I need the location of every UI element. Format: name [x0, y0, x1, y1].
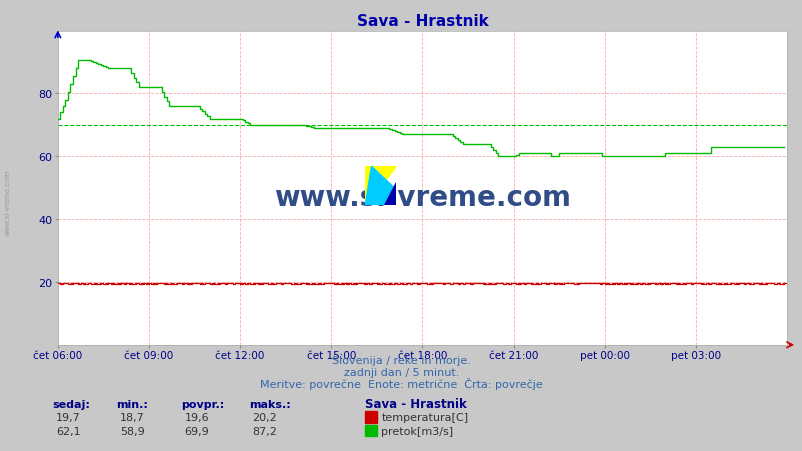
- Text: 58,9: 58,9: [120, 426, 144, 436]
- Text: 18,7: 18,7: [120, 412, 144, 422]
- Text: min.:: min.:: [116, 399, 148, 409]
- Text: Slovenija / reke in morje.: Slovenija / reke in morje.: [332, 355, 470, 365]
- Text: maks.:: maks.:: [249, 399, 290, 409]
- Text: sedaj:: sedaj:: [52, 399, 90, 409]
- Text: 20,2: 20,2: [253, 412, 277, 422]
- Text: 19,7: 19,7: [56, 412, 80, 422]
- Text: temperatura[C]: temperatura[C]: [381, 412, 468, 422]
- Polygon shape: [383, 182, 395, 205]
- Text: povpr.:: povpr.:: [180, 399, 224, 409]
- Text: www.si-vreme.com: www.si-vreme.com: [5, 170, 11, 236]
- Text: 62,1: 62,1: [56, 426, 80, 436]
- Text: pretok[m3/s]: pretok[m3/s]: [381, 426, 453, 436]
- Text: Meritve: povrečne  Enote: metrične  Črta: povrečje: Meritve: povrečne Enote: metrične Črta: …: [260, 377, 542, 389]
- Text: 87,2: 87,2: [253, 426, 277, 436]
- Text: zadnji dan / 5 minut.: zadnji dan / 5 minut.: [343, 367, 459, 377]
- Text: 69,9: 69,9: [184, 426, 209, 436]
- Text: 19,6: 19,6: [184, 412, 209, 422]
- Polygon shape: [365, 167, 395, 205]
- Text: www.si-vreme.com: www.si-vreme.com: [273, 184, 570, 212]
- Text: Sava - Hrastnik: Sava - Hrastnik: [365, 397, 467, 410]
- Polygon shape: [365, 167, 395, 205]
- Title: Sava - Hrastnik: Sava - Hrastnik: [356, 14, 488, 29]
